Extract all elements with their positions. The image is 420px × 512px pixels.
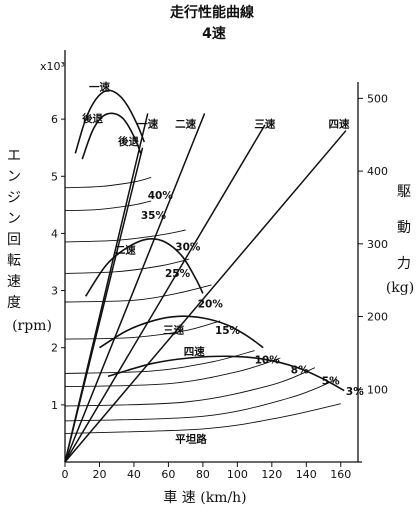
gear-label: 後退 <box>117 135 139 148</box>
resistance-label: 3% <box>346 386 364 398</box>
gear-lines <box>64 113 347 463</box>
y-left-label-char: エ <box>7 148 21 164</box>
x-tick-label: 0 <box>62 468 69 481</box>
y-left-label-char: ン <box>7 169 21 185</box>
resistance-curve <box>64 176 152 189</box>
gear-line <box>64 130 347 463</box>
y-right-label-char: 駆 <box>397 184 411 200</box>
gear-label: 四速 <box>329 118 350 131</box>
resistance-curve <box>64 357 281 388</box>
y-right-tick-label: 300 <box>367 238 388 251</box>
y-right-label-char: 動 <box>397 220 411 236</box>
resistance-label: 15% <box>215 325 241 337</box>
resistance-curve <box>64 378 338 422</box>
resistance-curve <box>64 229 186 243</box>
gear-line <box>64 124 266 463</box>
y-right-tick-label: 400 <box>367 165 388 178</box>
resistance-label: 10% <box>255 355 281 367</box>
traction-label: 後退 <box>81 112 103 125</box>
gear-label: 三速 <box>254 118 275 131</box>
y-left-tick-label: 1 <box>51 399 58 412</box>
resistance-label: 5% <box>322 375 340 387</box>
resistance-curve <box>64 403 341 434</box>
y-right-label-char: 力 <box>397 256 411 272</box>
traction-curve <box>81 112 142 160</box>
y-left-label-unit: (rpm) <box>12 318 52 334</box>
y-right-label-unit: (kg) <box>386 280 414 296</box>
y-left-tick-label: 2 <box>51 342 58 355</box>
y-left-tick-label: 3 <box>51 285 58 298</box>
x-tick-label: 120 <box>261 468 282 481</box>
chart-subtitle: 4速 <box>202 25 226 42</box>
x-tick-label: 20 <box>92 468 106 481</box>
y-left-label-char: 回 <box>7 232 21 248</box>
gear-label: 二速 <box>175 118 196 131</box>
axes: 0 20 40 60 80 100 120 140 160 1 2 3 4 5 6 100 200 300 400 5… <box>51 50 388 481</box>
traction-curves <box>74 89 345 392</box>
left-axis-multiplier: x10³ <box>40 60 65 73</box>
resistance-curve <box>64 200 152 212</box>
resistance-label: 35% <box>141 210 167 222</box>
resistance-label: 8% <box>291 364 309 376</box>
x-tick-label: 60 <box>161 468 175 481</box>
resistance-curve <box>64 367 316 407</box>
traction-label: 二速 <box>115 243 136 256</box>
y-left-label-char: 転 <box>7 253 21 269</box>
x-tick-label: 140 <box>296 468 317 481</box>
resistance-curves <box>64 176 341 434</box>
y-left-label-char: ン <box>7 211 21 227</box>
chart-title: 走行性能曲線 <box>170 4 254 21</box>
y-left-label-char: 度 <box>7 295 21 311</box>
traction-label: 四速 <box>184 345 205 358</box>
y-left-label-char: ジ <box>7 190 21 206</box>
y-axis-label-right: 駆動力 (kg) <box>386 184 414 296</box>
resistance-label: 40% <box>148 190 174 202</box>
resistance-label: 30% <box>175 242 201 254</box>
x-axis-label: 車 速 (km/h) <box>163 489 246 506</box>
gear-label: 一速 <box>137 118 158 131</box>
traction-label: 一速 <box>89 81 110 94</box>
resistance-label: 25% <box>165 268 191 280</box>
y-left-tick-label: 4 <box>51 227 58 240</box>
traction-curve <box>107 355 345 392</box>
traction-label: 三速 <box>163 323 184 336</box>
x-tick-label: 100 <box>227 468 248 481</box>
resistance-label: 平坦路 <box>175 433 207 446</box>
resistance-curve <box>64 258 190 274</box>
y-right-tick-label: 500 <box>367 92 388 105</box>
y-right-tick-label: 100 <box>367 383 388 396</box>
x-tick-label: 80 <box>196 468 210 481</box>
traction-curve <box>74 89 146 154</box>
y-left-tick-label: 5 <box>51 170 58 183</box>
traction-curve <box>99 315 264 349</box>
y-left-tick-label: 6 <box>51 113 58 126</box>
resistance-label: 20% <box>198 299 224 311</box>
resistance-curve <box>64 284 212 303</box>
traction-curve <box>85 237 204 297</box>
y-right-tick-label: 200 <box>367 311 388 324</box>
gear-line <box>64 113 206 463</box>
resistance-curve <box>64 320 221 340</box>
y-left-label-char: 速 <box>7 274 21 290</box>
x-tick-label: 40 <box>127 468 141 481</box>
gear-line <box>64 113 149 463</box>
x-tick-label: 160 <box>330 468 351 481</box>
